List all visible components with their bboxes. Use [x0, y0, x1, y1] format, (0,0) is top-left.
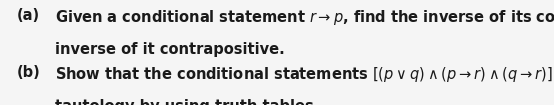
Text: Show that the conditional statements $[(p \vee q) \wedge (p \rightarrow r) \wedg: Show that the conditional statements $[(…: [55, 65, 554, 84]
Text: Given a conditional statement $r \rightarrow p$, find the inverse of its convers: Given a conditional statement $r \righta…: [55, 8, 554, 27]
Text: (a): (a): [17, 8, 40, 23]
Text: inverse of it contrapositive.: inverse of it contrapositive.: [55, 42, 285, 57]
Text: (b): (b): [17, 65, 40, 80]
Text: tautology by using truth tables.: tautology by using truth tables.: [55, 99, 320, 105]
